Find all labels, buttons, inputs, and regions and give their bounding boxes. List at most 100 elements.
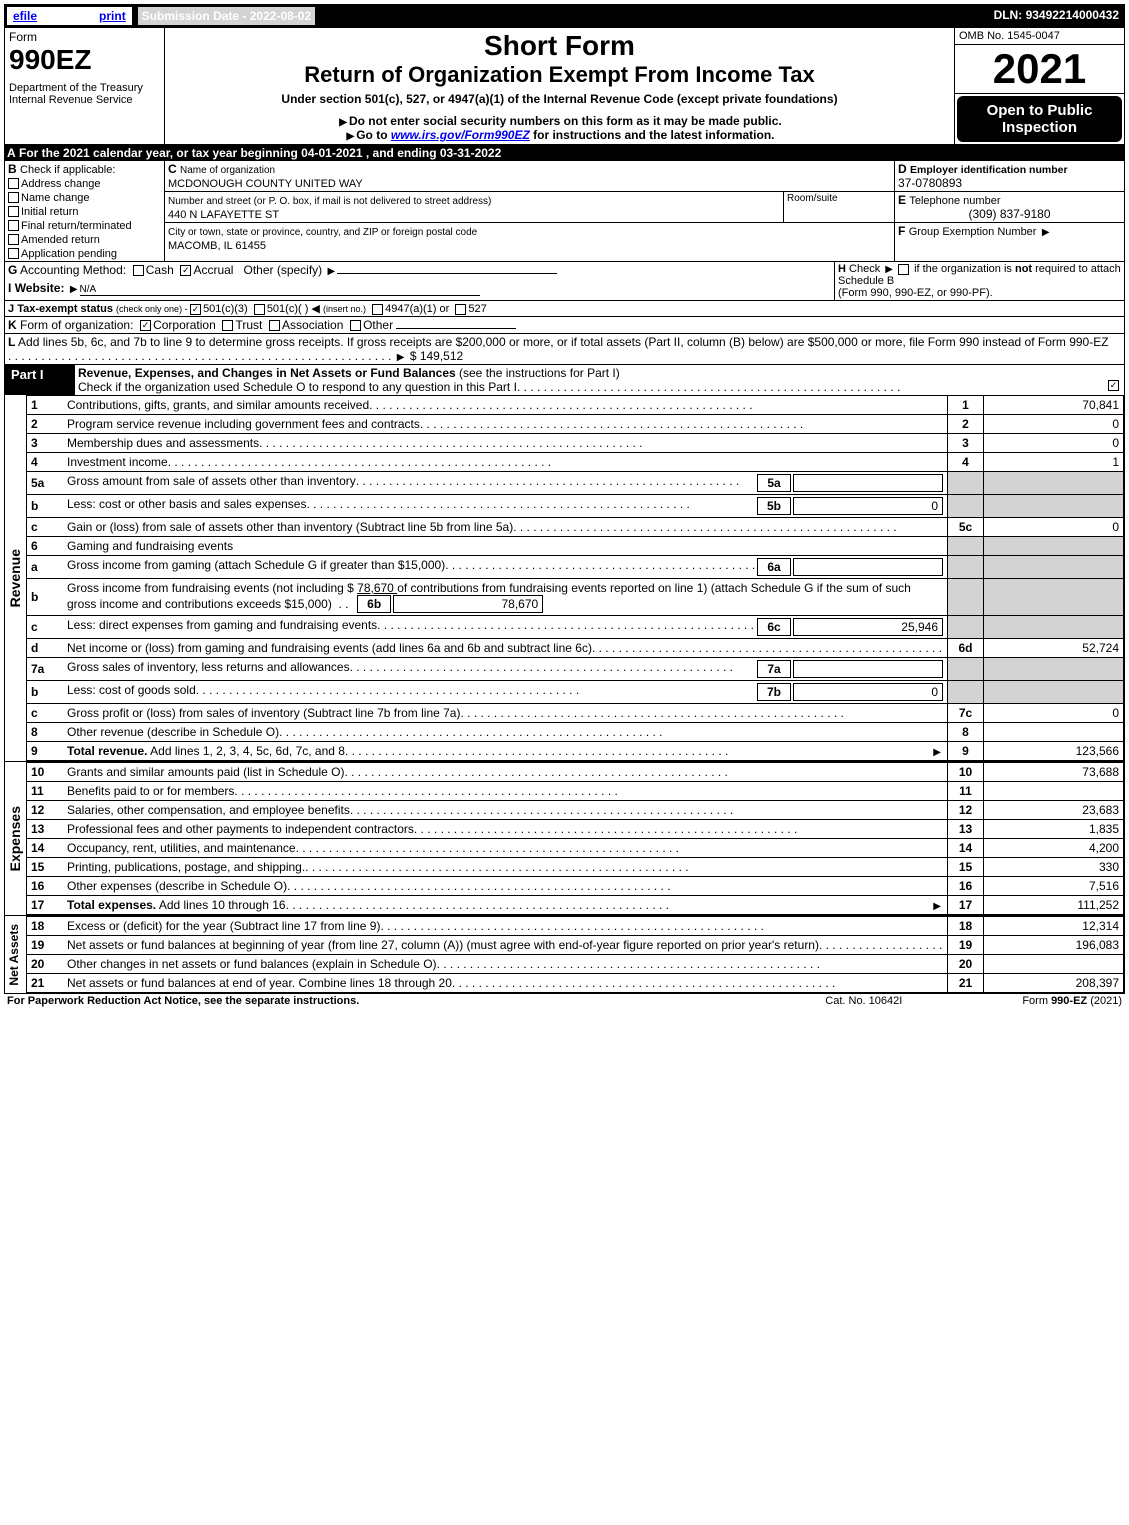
part-i-sub: (see the instructions for Part I): [459, 366, 620, 380]
checkbox-initial[interactable]: [8, 206, 19, 217]
website-value: N/A: [80, 284, 480, 296]
checkbox-corp[interactable]: [140, 320, 151, 331]
block-f: F Group Exemption Number: [895, 223, 1124, 239]
bullet-2-row: Go to www.irs.gov/Form990EZ for instruct…: [169, 128, 950, 142]
opt-initial: Initial return: [8, 204, 161, 218]
org-name: MCDONOUGH COUNTY UNITED WAY: [168, 178, 363, 190]
line-3: 3 Membership dues and assessments 3 0: [27, 434, 1124, 453]
open-public: Open to Public Inspection: [957, 96, 1122, 142]
checkbox-accrual[interactable]: [180, 265, 191, 276]
checkbox-527[interactable]: [455, 304, 466, 315]
street-val: 440 N LAFAYETTE ST: [168, 209, 279, 221]
line-2: 2 Program service revenue including gove…: [27, 415, 1124, 434]
phone-value: (309) 837-9180: [898, 207, 1121, 221]
efile-graphic-print: efile GRAPHIC print: [6, 6, 133, 26]
checkbox-schedule-o[interactable]: [1108, 380, 1119, 391]
dots: [517, 380, 1104, 394]
block-a: A For the 2021 calendar year, or tax yea…: [4, 145, 1125, 161]
block-b-label: B: [8, 162, 17, 176]
part-i-check: Check if the organization used Schedule …: [78, 380, 517, 394]
line-5a: 5a Gross amount from sale of assets othe…: [27, 472, 1124, 495]
checkbox-501c[interactable]: [254, 304, 265, 315]
footer-form-word: Form: [1022, 995, 1051, 1007]
bullet-1-row: Do not enter social security numbers on …: [169, 114, 950, 128]
checkbox-501c3[interactable]: [190, 304, 201, 315]
top-bar: efile GRAPHIC print Submission Date - 20…: [4, 4, 1125, 28]
block-i-label: I: [8, 281, 11, 295]
line-16: 16 Other expenses (describe in Schedule …: [27, 877, 1124, 896]
block-g-label: G: [8, 263, 17, 277]
checkbox-assoc[interactable]: [269, 320, 280, 331]
line-6b: b Gross income from fundraising events (…: [27, 579, 1124, 616]
submission-box: Submission Date - 2022-08-02: [137, 6, 316, 26]
arrow-icon: [337, 114, 349, 128]
org-name-lbl: Name of organization: [180, 165, 275, 176]
line-7c: c Gross profit or (loss) from sales of i…: [27, 704, 1124, 723]
block-b: B Check if applicable: Address change Na…: [5, 161, 165, 261]
cash-label: Cash: [146, 263, 174, 277]
header-left: Form 990EZ Department of the Treasury In…: [5, 28, 165, 144]
block-def: D Employer identification number 37-0780…: [894, 161, 1124, 261]
insert-no: (insert no.): [323, 304, 366, 314]
line-6c: c Less: direct expenses from gaming and …: [27, 616, 1124, 639]
form-code: 990EZ: [9, 44, 160, 76]
block-k-label: K: [8, 318, 17, 332]
part-i-title-box: Revenue, Expenses, and Changes in Net As…: [75, 365, 1124, 395]
arrow-icon: [68, 281, 80, 295]
block-f-lbl: Group Exemption Number: [909, 226, 1037, 238]
opt-amended-label: Amended return: [21, 234, 100, 246]
room-lbl: Room/suite: [784, 192, 894, 222]
arrow-icon: [1040, 224, 1052, 238]
bullet-2b: for instructions and the latest informat…: [530, 128, 775, 142]
opt-assoc: Association: [282, 318, 343, 332]
irs-link[interactable]: www.irs.gov/Form990EZ: [391, 128, 530, 142]
line-7b: b Less: cost of goods sold 7b0: [27, 681, 1124, 704]
part-i-title: Revenue, Expenses, and Changes in Net As…: [78, 366, 456, 380]
checkbox-cash[interactable]: [133, 265, 144, 276]
block-h-text2: required to attach Schedule B: [838, 263, 1121, 287]
checkbox-name[interactable]: [8, 192, 19, 203]
block-e-lbl: Telephone number: [909, 195, 1000, 207]
line-10: 10 Grants and similar amounts paid (list…: [27, 763, 1124, 782]
line-18: 18 Excess or (deficit) for the year (Sub…: [27, 917, 1124, 936]
opt-501c3: 501(c)(3): [203, 303, 248, 315]
checkbox-sched-b[interactable]: [898, 264, 909, 275]
block-e-label: E: [898, 193, 906, 207]
checkbox-pending[interactable]: [8, 248, 19, 259]
line-11: 11 Benefits paid to or for members 11: [27, 782, 1124, 801]
line-4: 4 Investment income 4 1: [27, 453, 1124, 472]
block-d-lbl: Employer identification number: [910, 164, 1068, 176]
form-subtitle: Under section 501(c), 527, or 4947(a)(1)…: [169, 92, 950, 106]
line-7a: 7a Gross sales of inventory, less return…: [27, 658, 1124, 681]
dln-label: DLN:: [994, 8, 1026, 22]
block-h: H Check if the organization is not requi…: [834, 262, 1124, 300]
checkbox-amended[interactable]: [8, 234, 19, 245]
block-a-label: A: [7, 146, 16, 160]
block-l-text: Add lines 5b, 6c, and 7b to line 9 to de…: [18, 335, 1109, 349]
other-org-line: [396, 328, 516, 329]
block-j: J Tax-exempt status (check only one) - 5…: [4, 301, 1125, 317]
city-box: City or town, state or province, country…: [165, 223, 894, 253]
opt-pending: Application pending: [8, 246, 161, 260]
opt-amended: Amended return: [8, 232, 161, 246]
city-val: MACOMB, IL 61455: [168, 240, 266, 252]
section-netassets-label: Net Assets: [5, 920, 23, 990]
block-d: D Employer identification number 37-0780…: [895, 161, 1124, 192]
opt-corp: Corporation: [153, 318, 216, 332]
checkbox-address[interactable]: [8, 178, 19, 189]
form-word: Form: [9, 30, 160, 44]
street-box: Number and street (or P. O. box, if mail…: [165, 192, 784, 222]
checkbox-other-org[interactable]: [350, 320, 361, 331]
block-l: L Add lines 5b, 6c, and 7b to line 9 to …: [4, 334, 1125, 365]
checkbox-4947[interactable]: [372, 304, 383, 315]
city-lbl: City or town, state or province, country…: [168, 227, 477, 238]
print-link[interactable]: print: [99, 9, 126, 23]
line-12: 12 Salaries, other compensation, and emp…: [27, 801, 1124, 820]
form-header: Form 990EZ Department of the Treasury In…: [4, 28, 1125, 145]
efile-link[interactable]: efile: [13, 9, 37, 23]
lines-table: Revenue 1 Contributions, gifts, grants, …: [4, 395, 1125, 762]
entity-blocks: B Check if applicable: Address change Na…: [4, 161, 1125, 262]
accrual-label: Accrual: [193, 263, 233, 277]
checkbox-trust[interactable]: [222, 320, 233, 331]
checkbox-final[interactable]: [8, 220, 19, 231]
